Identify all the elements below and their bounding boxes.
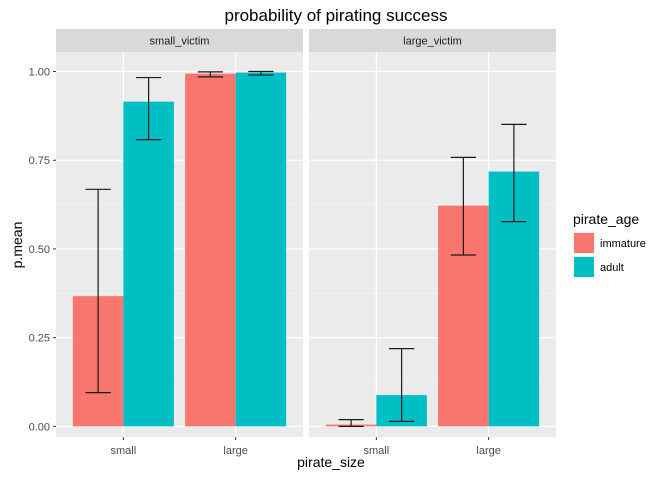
chart-title: probability of pirating success bbox=[224, 6, 447, 25]
error-bar-immature-large bbox=[450, 156, 477, 256]
y-tick-label: 0.75 bbox=[29, 155, 50, 167]
strip-label: small_victim bbox=[150, 36, 210, 48]
legend-label-immature: immature bbox=[600, 238, 646, 250]
y-tick-label: 0.00 bbox=[29, 421, 50, 433]
legend-label-adult: adult bbox=[600, 262, 624, 274]
legend-title: pirate_age bbox=[573, 211, 639, 227]
x-tick-label: small bbox=[364, 445, 390, 457]
y-tick-label: 0.50 bbox=[29, 244, 50, 256]
error-bar-adult-large bbox=[248, 70, 274, 76]
legend-key-adult bbox=[574, 257, 594, 277]
strip-small_victim bbox=[56, 29, 303, 52]
bar-adult-large bbox=[235, 72, 287, 427]
x-axis-title: pirate_size bbox=[297, 454, 365, 470]
x-tick-label: large bbox=[223, 445, 247, 457]
legend: pirate_age immature adult bbox=[573, 211, 646, 278]
y-tick-label: 0.25 bbox=[29, 333, 50, 345]
bar-adult-small bbox=[123, 101, 174, 427]
strip-label: large_victim bbox=[403, 36, 462, 48]
error-bar-immature-small bbox=[85, 188, 111, 394]
error-bar-adult-small bbox=[388, 348, 415, 422]
strip-large_victim bbox=[309, 29, 556, 52]
error-bar-immature-small bbox=[338, 419, 364, 427]
x-tick-label: large bbox=[476, 445, 500, 457]
x-tick-label: small bbox=[111, 445, 137, 457]
legend-key-immature bbox=[574, 233, 594, 253]
y-tick-label: 1.00 bbox=[29, 67, 50, 79]
bar-immature-large bbox=[185, 73, 236, 427]
error-bar-adult-small bbox=[135, 76, 162, 141]
error-bar-immature-large bbox=[197, 71, 224, 78]
y-axis-title: p.mean bbox=[9, 222, 25, 269]
error-bar-adult-large bbox=[501, 123, 527, 223]
